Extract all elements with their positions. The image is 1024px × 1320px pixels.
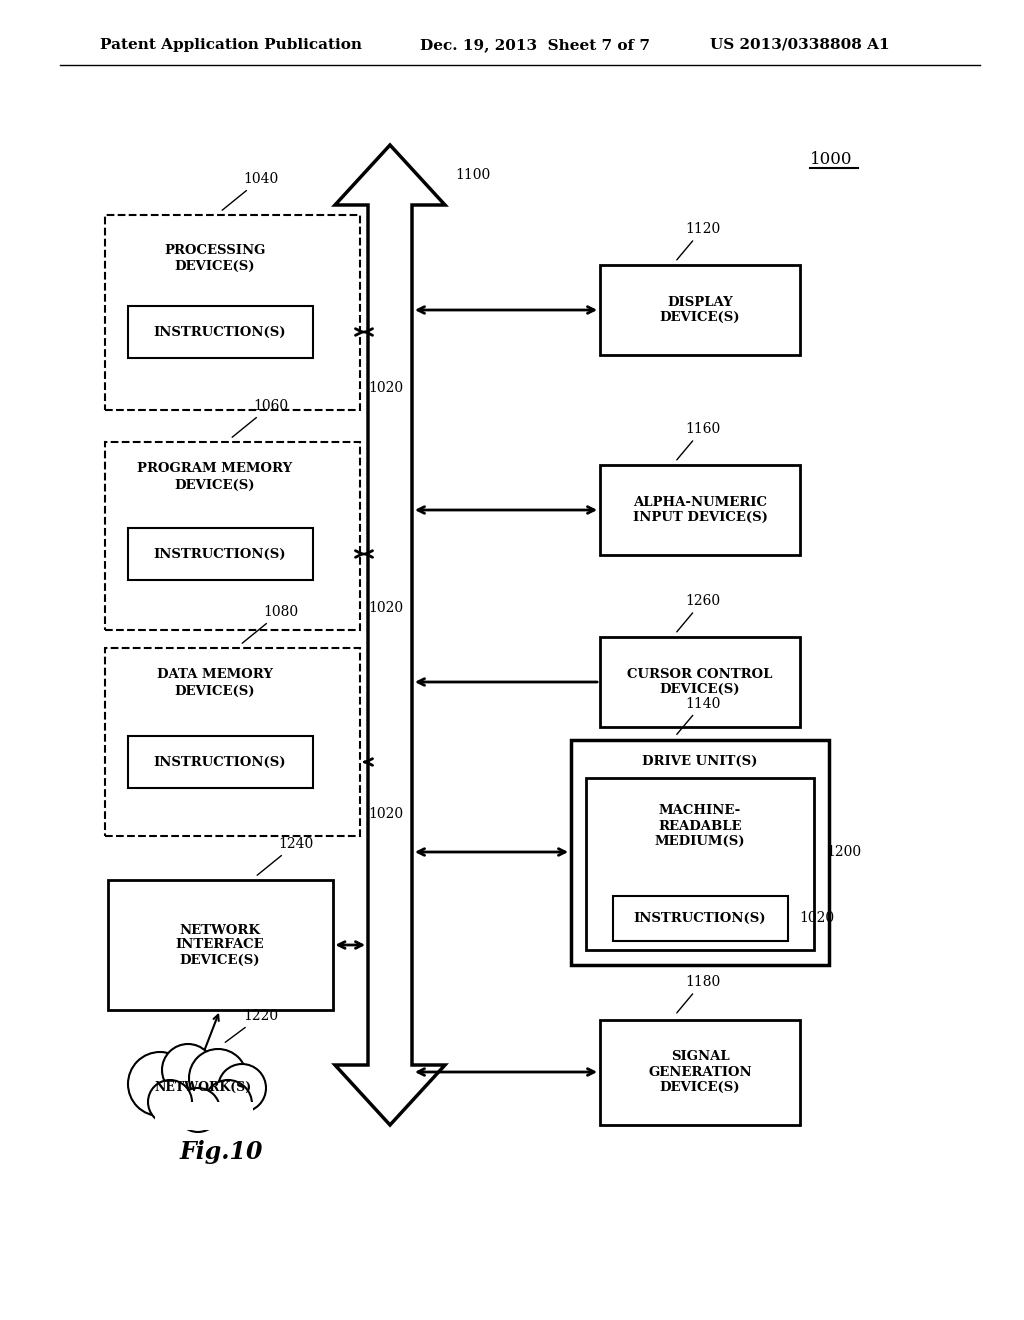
Polygon shape xyxy=(335,145,445,1125)
Circle shape xyxy=(128,1052,193,1115)
Text: 1080: 1080 xyxy=(242,605,298,643)
Text: 1240: 1240 xyxy=(257,837,313,875)
Text: PROCESSING
DEVICE(S): PROCESSING DEVICE(S) xyxy=(164,243,265,272)
Bar xyxy=(600,638,800,727)
Bar xyxy=(600,265,800,355)
Text: 1260: 1260 xyxy=(677,594,720,632)
Circle shape xyxy=(176,1088,220,1133)
Text: 1000: 1000 xyxy=(810,152,853,169)
Text: 1100: 1100 xyxy=(455,168,490,182)
Circle shape xyxy=(148,1080,193,1125)
Text: DATA MEMORY
DEVICE(S): DATA MEMORY DEVICE(S) xyxy=(157,668,273,697)
Text: 1140: 1140 xyxy=(677,697,720,734)
Bar xyxy=(571,739,829,965)
Bar xyxy=(128,306,312,358)
Text: INSTRUCTION(S): INSTRUCTION(S) xyxy=(634,912,766,924)
Bar xyxy=(600,465,800,554)
Bar xyxy=(105,648,360,836)
Bar xyxy=(612,895,787,940)
Bar xyxy=(108,880,333,1010)
Text: 1120: 1120 xyxy=(677,222,720,260)
Circle shape xyxy=(218,1064,266,1111)
Text: SIGNAL
GENERATION
DEVICE(S): SIGNAL GENERATION DEVICE(S) xyxy=(648,1051,752,1093)
Circle shape xyxy=(162,1044,214,1096)
Text: 1020: 1020 xyxy=(368,807,403,821)
Text: 1040: 1040 xyxy=(222,172,279,210)
Text: 1180: 1180 xyxy=(677,975,720,1012)
Text: 1060: 1060 xyxy=(232,399,288,437)
Text: 1220: 1220 xyxy=(225,1008,279,1043)
Text: 1020: 1020 xyxy=(800,911,835,925)
Text: INSTRUCTION(S): INSTRUCTION(S) xyxy=(154,755,287,768)
Text: 1200: 1200 xyxy=(826,845,861,859)
Text: 1020: 1020 xyxy=(368,381,403,395)
Text: ALPHA-NUMERIC
INPUT DEVICE(S): ALPHA-NUMERIC INPUT DEVICE(S) xyxy=(633,496,767,524)
Bar xyxy=(600,1019,800,1125)
Text: Dec. 19, 2013  Sheet 7 of 7: Dec. 19, 2013 Sheet 7 of 7 xyxy=(420,38,650,51)
Text: CURSOR CONTROL
DEVICE(S): CURSOR CONTROL DEVICE(S) xyxy=(628,668,773,696)
Text: 1160: 1160 xyxy=(677,422,720,459)
Bar xyxy=(128,528,312,579)
Text: 1020: 1020 xyxy=(368,601,403,615)
Bar xyxy=(586,777,814,950)
Bar xyxy=(155,1102,253,1130)
Text: PROGRAM MEMORY
DEVICE(S): PROGRAM MEMORY DEVICE(S) xyxy=(137,462,293,491)
Text: NETWORK
INTERFACE
DEVICE(S): NETWORK INTERFACE DEVICE(S) xyxy=(176,924,264,966)
Circle shape xyxy=(204,1080,252,1129)
Text: INSTRUCTION(S): INSTRUCTION(S) xyxy=(154,548,287,561)
Text: US 2013/0338808 A1: US 2013/0338808 A1 xyxy=(710,38,890,51)
Text: DISPLAY
DEVICE(S): DISPLAY DEVICE(S) xyxy=(659,296,740,323)
Bar xyxy=(105,215,360,411)
Text: Patent Application Publication: Patent Application Publication xyxy=(100,38,362,51)
Text: Fig.10: Fig.10 xyxy=(180,1140,263,1164)
Circle shape xyxy=(189,1049,247,1107)
Text: NETWORK(S): NETWORK(S) xyxy=(155,1081,252,1093)
Bar xyxy=(128,737,312,788)
Text: MACHINE-
READABLE
MEDIUM(S): MACHINE- READABLE MEDIUM(S) xyxy=(654,804,745,847)
Text: INSTRUCTION(S): INSTRUCTION(S) xyxy=(154,326,287,338)
Bar xyxy=(105,442,360,630)
Text: DRIVE UNIT(S): DRIVE UNIT(S) xyxy=(642,755,758,768)
